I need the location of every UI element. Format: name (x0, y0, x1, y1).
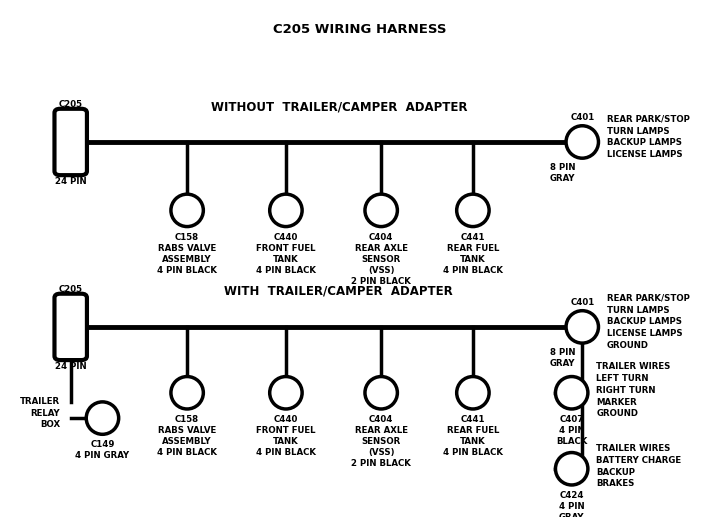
FancyBboxPatch shape (55, 109, 87, 175)
Text: C149
4 PIN GRAY: C149 4 PIN GRAY (76, 440, 130, 461)
Text: WITH  TRAILER/CAMPER  ADAPTER: WITH TRAILER/CAMPER ADAPTER (225, 285, 453, 298)
Text: WITHOUT  TRAILER/CAMPER  ADAPTER: WITHOUT TRAILER/CAMPER ADAPTER (210, 100, 467, 113)
Text: 8 PIN
GRAY: 8 PIN GRAY (550, 163, 575, 183)
Ellipse shape (270, 376, 302, 409)
Text: C401: C401 (570, 298, 595, 307)
Text: C158
RABS VALVE
ASSEMBLY
4 PIN BLACK: C158 RABS VALVE ASSEMBLY 4 PIN BLACK (157, 415, 217, 458)
Text: C158
RABS VALVE
ASSEMBLY
4 PIN BLACK: C158 RABS VALVE ASSEMBLY 4 PIN BLACK (157, 233, 217, 275)
Text: 24 PIN: 24 PIN (55, 362, 86, 371)
Ellipse shape (365, 194, 397, 226)
Ellipse shape (555, 376, 588, 409)
Text: C404
REAR AXLE
SENSOR
(VSS)
2 PIN BLACK: C404 REAR AXLE SENSOR (VSS) 2 PIN BLACK (351, 415, 411, 468)
Text: C205: C205 (59, 285, 83, 294)
Ellipse shape (86, 402, 119, 434)
Ellipse shape (365, 376, 397, 409)
Text: C440
FRONT FUEL
TANK
4 PIN BLACK: C440 FRONT FUEL TANK 4 PIN BLACK (256, 233, 316, 275)
Text: C424
4 PIN
GRAY: C424 4 PIN GRAY (559, 491, 585, 517)
Ellipse shape (456, 194, 489, 226)
Text: TRAILER WIRES
LEFT TURN
RIGHT TURN
MARKER
GROUND: TRAILER WIRES LEFT TURN RIGHT TURN MARKE… (596, 362, 671, 418)
Text: REAR PARK/STOP
TURN LAMPS
BACKUP LAMPS
LICENSE LAMPS
GROUND: REAR PARK/STOP TURN LAMPS BACKUP LAMPS L… (607, 294, 690, 350)
Ellipse shape (555, 452, 588, 485)
Text: C404
REAR AXLE
SENSOR
(VSS)
2 PIN BLACK: C404 REAR AXLE SENSOR (VSS) 2 PIN BLACK (351, 233, 411, 286)
Text: C440
FRONT FUEL
TANK
4 PIN BLACK: C440 FRONT FUEL TANK 4 PIN BLACK (256, 415, 316, 458)
Text: TRAILER
RELAY
BOX: TRAILER RELAY BOX (20, 398, 60, 429)
Text: C401: C401 (570, 113, 595, 121)
Text: TRAILER WIRES
BATTERY CHARGE
BACKUP
BRAKES: TRAILER WIRES BATTERY CHARGE BACKUP BRAK… (596, 444, 682, 489)
Ellipse shape (566, 311, 598, 343)
Ellipse shape (171, 194, 203, 226)
Ellipse shape (456, 376, 489, 409)
Text: 24 PIN: 24 PIN (55, 177, 86, 186)
Text: C205: C205 (59, 100, 83, 109)
Text: REAR PARK/STOP
TURN LAMPS
BACKUP LAMPS
LICENSE LAMPS: REAR PARK/STOP TURN LAMPS BACKUP LAMPS L… (607, 115, 690, 159)
Text: C407
4 PIN
BLACK: C407 4 PIN BLACK (556, 415, 588, 446)
Ellipse shape (171, 376, 203, 409)
Text: 8 PIN
GRAY: 8 PIN GRAY (550, 348, 575, 368)
Text: C441
REAR FUEL
TANK
4 PIN BLACK: C441 REAR FUEL TANK 4 PIN BLACK (443, 415, 503, 458)
Ellipse shape (270, 194, 302, 226)
Text: C205 WIRING HARNESS: C205 WIRING HARNESS (274, 23, 446, 36)
Ellipse shape (566, 126, 598, 158)
FancyBboxPatch shape (55, 294, 87, 360)
Text: C441
REAR FUEL
TANK
4 PIN BLACK: C441 REAR FUEL TANK 4 PIN BLACK (443, 233, 503, 275)
